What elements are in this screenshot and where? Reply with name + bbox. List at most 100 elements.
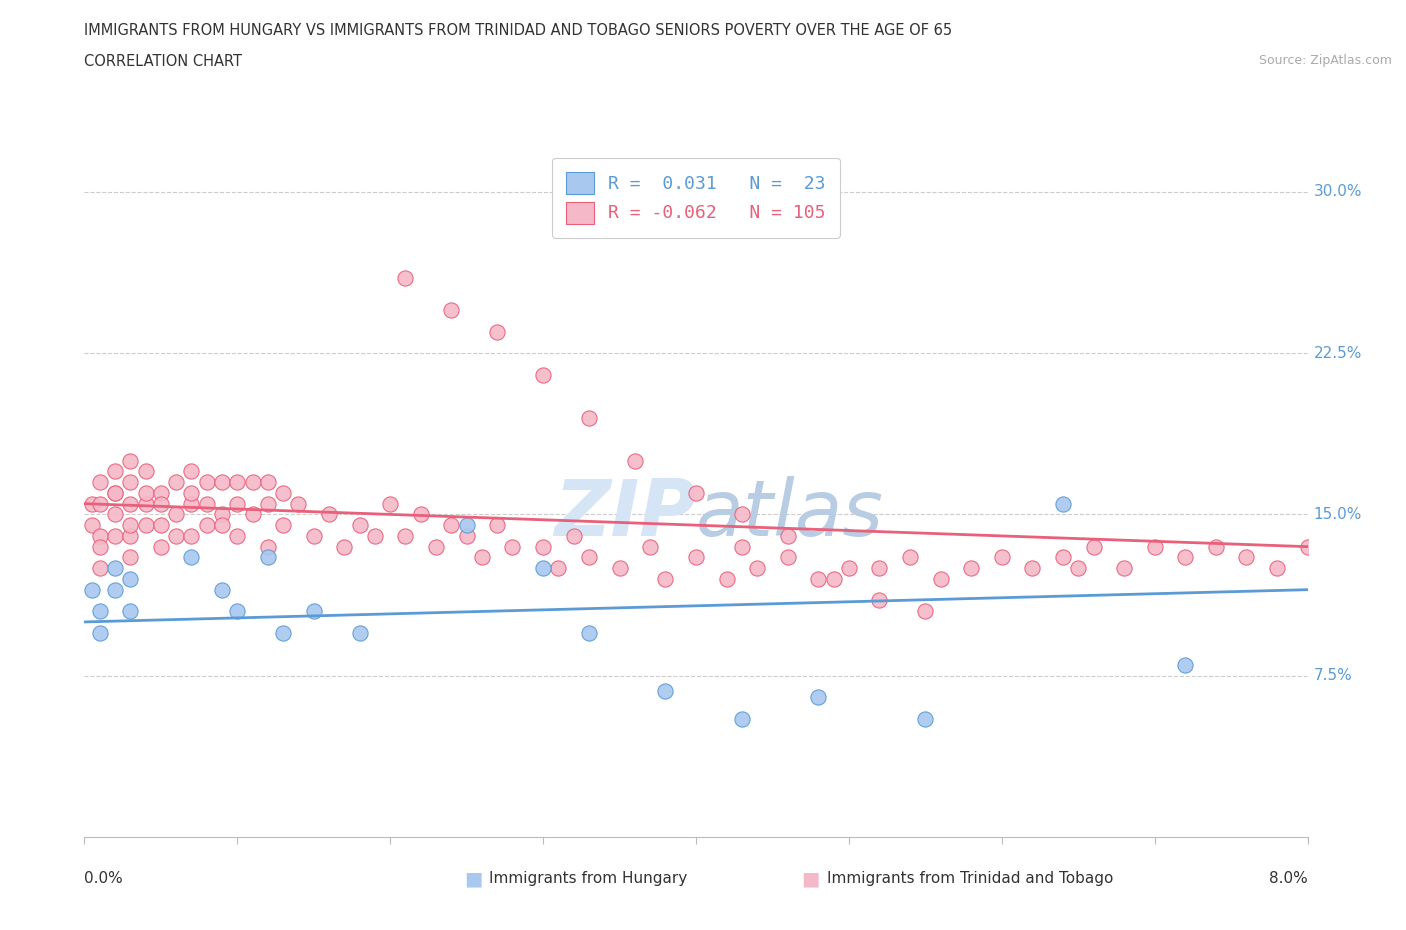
Point — [914, 604, 936, 618]
Point — [135, 464, 157, 479]
Point — [89, 474, 111, 489]
Point — [349, 625, 371, 640]
Point — [471, 550, 494, 565]
Point — [425, 539, 447, 554]
Point — [1067, 561, 1090, 576]
Text: 15.0%: 15.0% — [1313, 507, 1362, 522]
Point — [731, 507, 754, 522]
Point — [1114, 561, 1136, 576]
Point — [180, 464, 202, 479]
Point — [195, 497, 218, 512]
Point — [104, 485, 127, 500]
Point — [120, 453, 142, 468]
Text: Source: ZipAtlas.com: Source: ZipAtlas.com — [1258, 54, 1392, 67]
Point — [195, 518, 218, 533]
Point — [349, 518, 371, 533]
Point — [135, 485, 157, 500]
Point — [242, 507, 264, 522]
Point — [89, 561, 111, 576]
Point — [776, 528, 799, 543]
Point — [180, 550, 202, 565]
Point — [211, 474, 233, 489]
Text: atlas: atlas — [696, 475, 884, 551]
Point — [211, 582, 233, 597]
Point — [1296, 539, 1319, 554]
Point — [180, 485, 202, 500]
Point — [1083, 539, 1105, 554]
Point — [1052, 497, 1074, 512]
Point — [120, 518, 142, 533]
Point — [80, 497, 103, 512]
Point — [165, 507, 187, 522]
Point — [409, 507, 432, 522]
Point — [271, 518, 294, 533]
Point — [990, 550, 1012, 565]
Point — [1021, 561, 1043, 576]
Point — [731, 539, 754, 554]
Point — [731, 711, 754, 726]
Text: 7.5%: 7.5% — [1313, 668, 1353, 684]
Point — [149, 497, 172, 512]
Text: 30.0%: 30.0% — [1313, 184, 1362, 199]
Point — [135, 518, 157, 533]
Point — [929, 571, 952, 587]
Point — [394, 271, 416, 286]
Point — [578, 410, 600, 425]
Point — [242, 474, 264, 489]
Point — [165, 474, 187, 489]
Point — [180, 528, 202, 543]
Point — [440, 302, 463, 317]
Point — [89, 625, 111, 640]
Point — [501, 539, 523, 554]
Point — [149, 485, 172, 500]
Point — [257, 539, 280, 554]
Point — [685, 550, 707, 565]
Point — [302, 604, 325, 618]
Point — [440, 518, 463, 533]
Point — [638, 539, 661, 554]
Point — [226, 528, 249, 543]
Point — [624, 453, 647, 468]
Point — [287, 497, 309, 512]
Point — [562, 528, 585, 543]
Point — [211, 518, 233, 533]
Point — [80, 582, 103, 597]
Point — [149, 518, 172, 533]
Point — [104, 561, 127, 576]
Point — [1234, 550, 1257, 565]
Point — [89, 539, 111, 554]
Point — [1143, 539, 1166, 554]
Text: IMMIGRANTS FROM HUNGARY VS IMMIGRANTS FROM TRINIDAD AND TOBAGO SENIORS POVERTY O: IMMIGRANTS FROM HUNGARY VS IMMIGRANTS FR… — [84, 23, 952, 38]
Point — [180, 497, 202, 512]
Point — [104, 464, 127, 479]
Text: Immigrants from Hungary: Immigrants from Hungary — [489, 871, 688, 886]
Point — [394, 528, 416, 543]
Text: 0.0%: 0.0% — [84, 871, 124, 886]
Point — [120, 528, 142, 543]
Point — [380, 497, 402, 512]
Point — [486, 325, 509, 339]
Point — [685, 485, 707, 500]
Point — [807, 690, 830, 705]
Point — [456, 528, 478, 543]
Text: ZIP: ZIP — [554, 475, 696, 551]
Point — [531, 367, 554, 382]
Point — [257, 497, 280, 512]
Point — [807, 571, 830, 587]
Point — [745, 561, 768, 576]
Point — [120, 604, 142, 618]
Point — [104, 528, 127, 543]
Point — [257, 474, 280, 489]
Point — [531, 561, 554, 576]
Point — [211, 507, 233, 522]
Point — [120, 497, 142, 512]
Point — [195, 474, 218, 489]
Point — [226, 474, 249, 489]
Point — [104, 582, 127, 597]
Text: ■: ■ — [464, 870, 482, 888]
Point — [165, 528, 187, 543]
Point — [271, 485, 294, 500]
Point — [1205, 539, 1227, 554]
Point — [104, 507, 127, 522]
Point — [486, 518, 509, 533]
